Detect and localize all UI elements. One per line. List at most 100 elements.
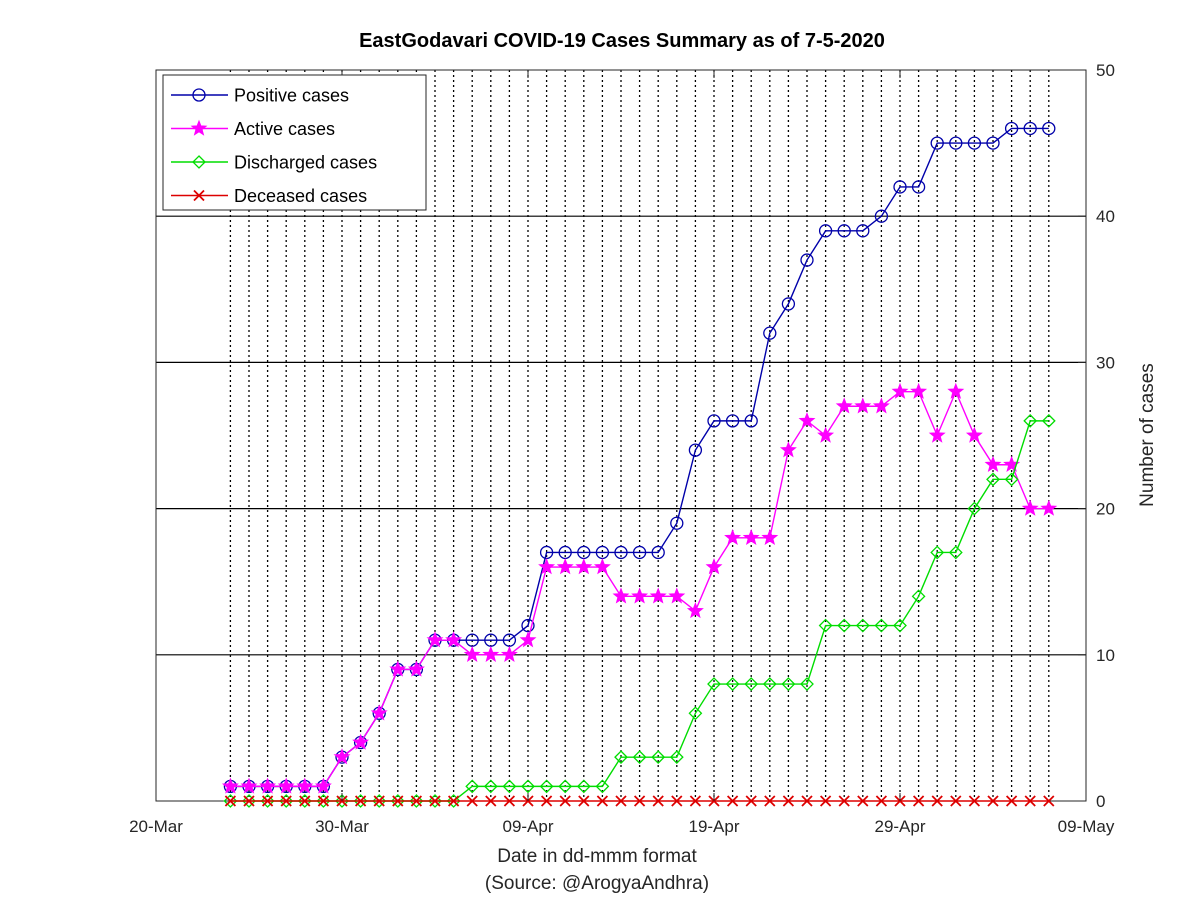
data-point xyxy=(539,779,554,794)
data-point xyxy=(744,677,759,691)
data-point xyxy=(965,426,983,443)
data-point xyxy=(576,779,591,794)
data-point xyxy=(761,528,779,546)
data-point xyxy=(817,426,835,443)
legend-label: Active cases xyxy=(234,119,335,139)
data-point xyxy=(353,794,368,808)
data-point xyxy=(445,631,463,648)
data-point xyxy=(707,677,721,691)
data-point xyxy=(1024,795,1036,807)
data-point xyxy=(540,795,553,807)
x-axis-label: Date in dd-mmm format xyxy=(497,846,697,867)
data-point xyxy=(373,795,385,807)
data-point xyxy=(968,795,981,807)
legend: Positive cases Active cases Discharged cas… xyxy=(162,74,427,211)
data-point xyxy=(686,602,704,619)
series-active-cases xyxy=(221,382,1058,794)
data-point xyxy=(800,253,814,267)
data-point xyxy=(389,660,407,677)
data-point xyxy=(354,795,367,807)
series-deceased-cases xyxy=(224,795,1055,807)
data-point xyxy=(986,136,1000,150)
data-point xyxy=(280,795,292,807)
data-point xyxy=(392,795,404,807)
y-tick-label: 0 xyxy=(1096,792,1105,811)
series-layer xyxy=(221,121,1058,808)
data-point xyxy=(872,397,890,414)
data-point xyxy=(316,794,331,808)
data-point xyxy=(742,528,760,546)
data-point xyxy=(651,750,666,765)
data-point xyxy=(874,618,889,633)
data-point xyxy=(446,794,461,808)
data-point xyxy=(240,777,258,794)
data-point xyxy=(428,794,442,808)
data-point xyxy=(632,750,647,765)
data-point xyxy=(670,516,684,530)
data-point xyxy=(538,558,556,575)
data-point xyxy=(407,660,425,677)
data-point xyxy=(297,794,312,808)
data-point xyxy=(447,795,460,807)
y-tick-label: 10 xyxy=(1096,646,1115,665)
data-point xyxy=(259,777,277,794)
data-point xyxy=(875,795,888,807)
x-axis-ticks: 20-Mar 30-Mar 09-Apr 19-Apr 29-Apr 09-May xyxy=(129,70,1115,836)
data-point xyxy=(242,794,256,808)
legend-marker xyxy=(192,155,206,169)
data-point xyxy=(857,795,869,807)
legend-item: Deceased cases xyxy=(171,186,367,206)
data-point xyxy=(296,777,314,794)
y-tick-label: 50 xyxy=(1096,61,1115,80)
data-point xyxy=(575,558,593,575)
data-point xyxy=(725,414,740,428)
data-point xyxy=(725,677,740,691)
data-point xyxy=(801,795,813,807)
data-point xyxy=(483,779,498,794)
data-point xyxy=(1043,795,1055,807)
data-point xyxy=(800,677,814,691)
x-tick-label: 30-Mar xyxy=(315,817,369,836)
y-axis-ticks: 0 10 20 30 40 50 xyxy=(1078,61,1115,811)
x-axis-source-label: (Source: @ArogyaAndhra) xyxy=(485,873,709,894)
data-point xyxy=(633,795,646,807)
data-point xyxy=(279,794,294,808)
data-point xyxy=(261,795,274,807)
data-point xyxy=(465,779,480,794)
data-point xyxy=(314,777,332,794)
data-point xyxy=(967,501,982,516)
data-point xyxy=(1005,795,1018,807)
data-point xyxy=(762,677,777,691)
data-point xyxy=(931,795,943,807)
data-point xyxy=(503,795,516,807)
data-point xyxy=(224,795,237,807)
data-point xyxy=(521,779,535,794)
data-point xyxy=(948,545,963,560)
data-point xyxy=(854,397,872,414)
data-point xyxy=(612,587,630,604)
data-point xyxy=(578,795,590,807)
legend-marker xyxy=(190,119,208,136)
data-point xyxy=(781,297,796,311)
data-point xyxy=(779,441,797,458)
data-point xyxy=(838,795,850,807)
legend-item: Discharged cases xyxy=(171,153,377,173)
data-point xyxy=(930,545,945,560)
data-point xyxy=(984,455,1002,472)
data-point xyxy=(986,472,1000,487)
data-point xyxy=(390,794,405,808)
data-point xyxy=(744,414,758,428)
chart-title: EastGodavari COVID-19 Cases Summary as o… xyxy=(359,30,885,52)
data-point xyxy=(223,794,238,808)
data-point xyxy=(893,180,907,194)
data-point xyxy=(668,587,686,604)
data-point xyxy=(818,224,833,238)
series-line xyxy=(230,127,1049,788)
data-point xyxy=(912,795,925,807)
data-point xyxy=(595,779,610,794)
data-point xyxy=(500,645,518,663)
data-point xyxy=(410,795,423,807)
x-tick-label: 29-Apr xyxy=(874,817,925,836)
legend-item: Positive cases xyxy=(171,86,349,106)
data-point xyxy=(705,558,723,575)
